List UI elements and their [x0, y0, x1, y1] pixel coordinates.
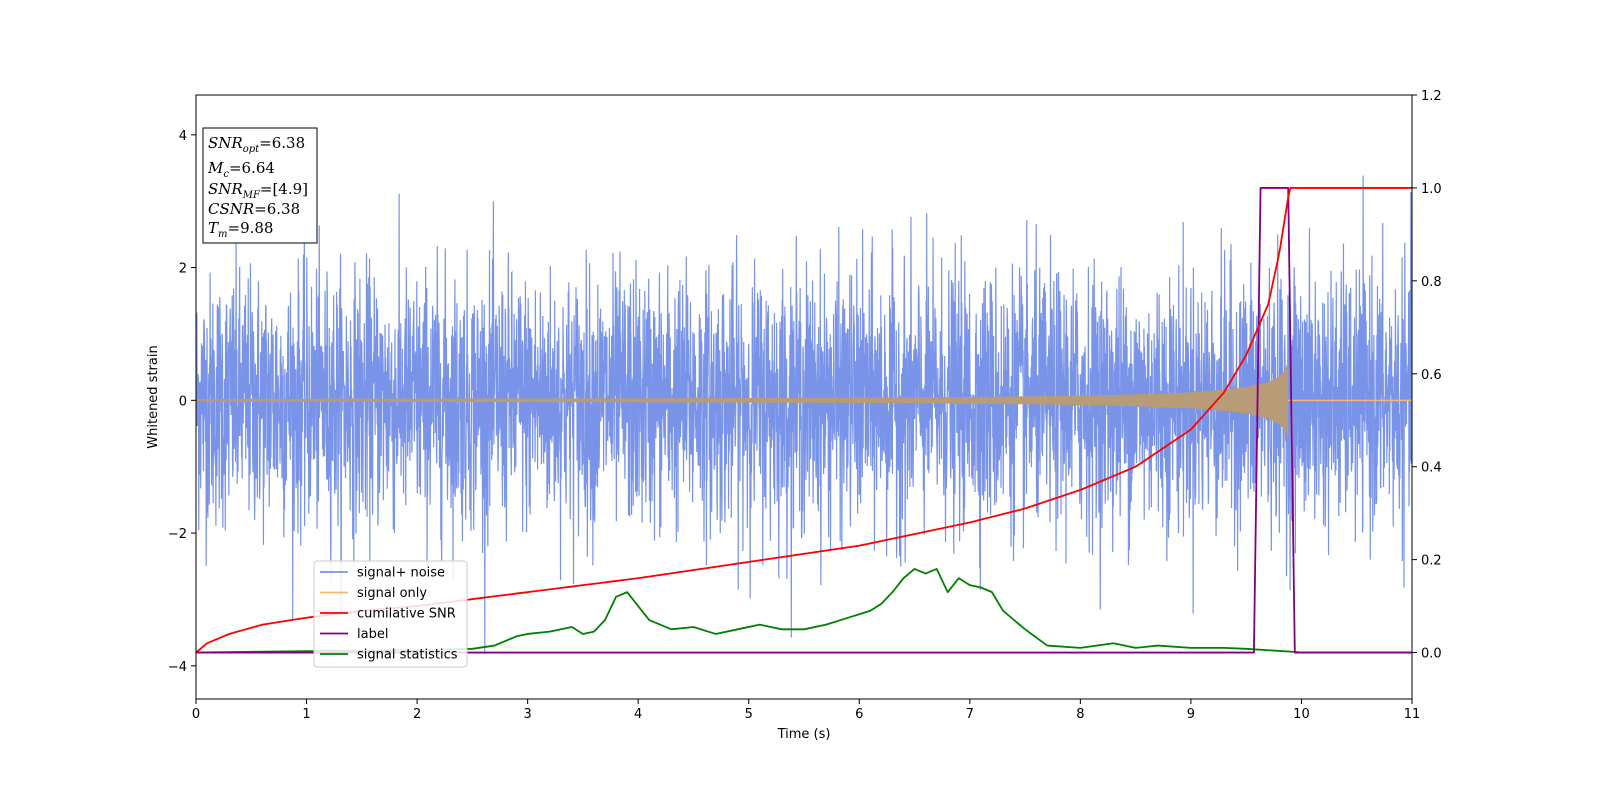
x-tick-label: 5	[745, 707, 753, 722]
info-tm: Tm=9.88	[208, 219, 273, 240]
legend-frame	[313, 560, 468, 668]
x-tick-label: 4	[634, 707, 642, 722]
x-tick-label: 8	[1076, 707, 1084, 722]
x-tick-label: 10	[1293, 707, 1310, 722]
y-left-tick-label: 4	[179, 129, 187, 144]
x-tick-label: 3	[523, 707, 531, 722]
y-left-tick-label: 2	[179, 262, 187, 277]
x-tick-label: 11	[1404, 707, 1421, 722]
legend: signal+ noise signal only cumilative SNR la…	[313, 560, 468, 668]
x-tick-label: 7	[966, 707, 974, 722]
y-right-tick-label: 1.2	[1421, 89, 1442, 104]
y-right-tick-label: 0.2	[1421, 554, 1442, 569]
x-tick-label: 1	[302, 707, 310, 722]
info-snr-opt: SNRopt=6.38	[208, 134, 305, 155]
x-tick-label: 2	[413, 707, 421, 722]
x-axis: 0 1 2 3 4 5 6 7 8 9 10 11	[192, 699, 1420, 722]
info-snr-mf: SNRMF=[4.9]	[208, 180, 308, 201]
plot-frame	[195, 94, 1413, 700]
y-right-tick-label: 0.6	[1421, 368, 1442, 383]
y-right-tick-label: 0.0	[1421, 647, 1442, 662]
y-right-tick-label: 0.4	[1421, 461, 1442, 476]
x-tick-label: 9	[1187, 707, 1195, 722]
series-signal-statistics	[196, 568, 1412, 654]
y-right-tick-label: 0.8	[1421, 275, 1442, 290]
y-axis-left: −4 −2 0 2 4	[168, 129, 196, 675]
series-signal-only-band	[196, 360, 1289, 441]
y-left-tick-label: 0	[179, 394, 187, 409]
y-left-tick-label: −4	[168, 660, 187, 675]
x-tick-label: 0	[192, 707, 200, 722]
x-axis-title: Time (s)	[777, 727, 831, 742]
info-box: SNRopt=6.38 Mc=6.64 SNRMF=[4.9] CSNR=6.3…	[202, 127, 318, 244]
x-tick-label: 6	[855, 707, 863, 722]
info-box-frame	[202, 127, 318, 244]
legend-label: signal+ noise	[357, 566, 445, 581]
legend-label: cumilative SNR	[357, 607, 456, 622]
y-right-tick-label: 1.0	[1421, 182, 1442, 197]
info-csnr: CSNR=6.38	[208, 200, 300, 218]
y-left-tick-label: −2	[168, 527, 187, 542]
series-label	[196, 187, 1412, 654]
y-axis-right: 0.0 0.2 0.4 0.6 0.8 1.0 1.2	[1412, 89, 1442, 662]
legend-label: label	[357, 627, 388, 642]
legend-label: signal only	[357, 586, 427, 601]
y-axis-left-title: Whitened strain	[146, 345, 161, 448]
legend-label: signal statistics	[357, 648, 458, 663]
info-mc: Mc=6.64	[207, 159, 275, 180]
